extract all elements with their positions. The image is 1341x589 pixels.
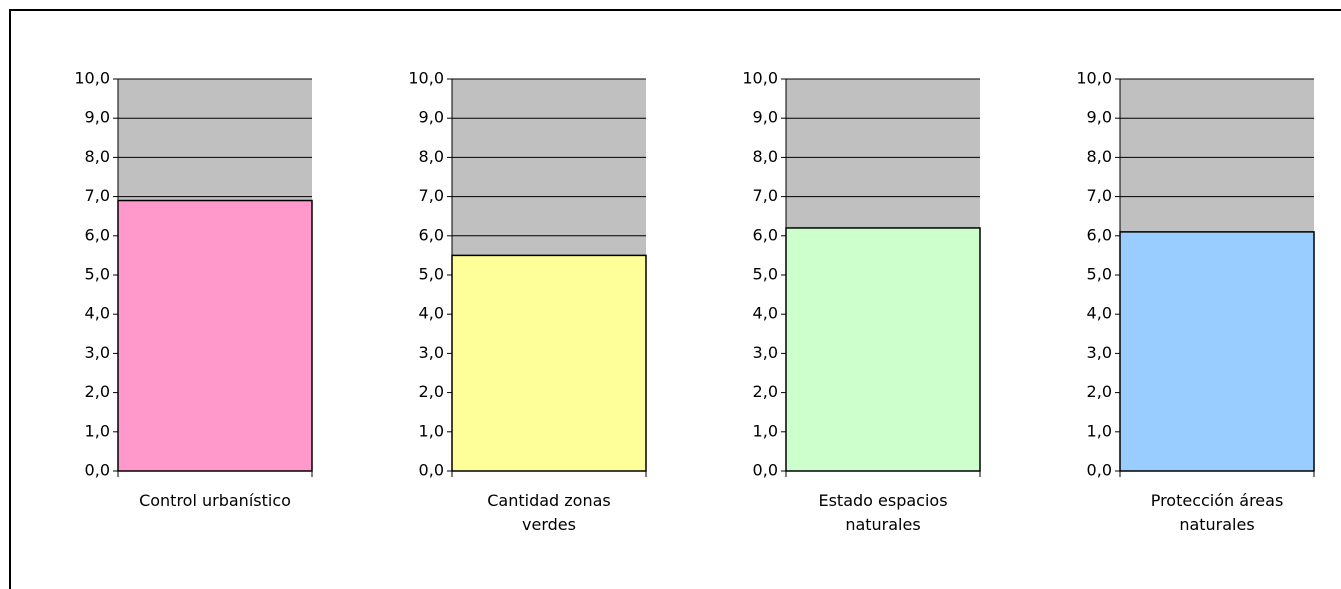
y-tick-label: 1,0 <box>753 421 778 440</box>
y-tick-label: 2,0 <box>419 382 444 401</box>
y-tick-label: 4,0 <box>753 304 778 323</box>
y-tick-label: 2,0 <box>85 382 110 401</box>
y-tick-label: 6,0 <box>753 225 778 244</box>
x-tick-label: Protección áreas naturales <box>1150 491 1284 534</box>
x-tick-label: Estado espacios naturales <box>818 491 948 534</box>
y-tick-label: 9,0 <box>85 108 110 127</box>
y-tick-label: 6,0 <box>85 225 110 244</box>
y-tick-label: 10,0 <box>1076 69 1112 88</box>
y-tick-label: 5,0 <box>753 265 778 284</box>
y-tick-label: 8,0 <box>419 147 444 166</box>
y-tick-label: 5,0 <box>1087 265 1112 284</box>
y-tick-label: 1,0 <box>1087 421 1112 440</box>
y-tick-label: 7,0 <box>419 186 444 205</box>
bar <box>1119 231 1315 472</box>
y-tick-label: 7,0 <box>85 186 110 205</box>
y-tick-label: 10,0 <box>74 69 110 88</box>
y-tick-label: 8,0 <box>85 147 110 166</box>
y-tick-label: 9,0 <box>1087 108 1112 127</box>
y-tick-label: 10,0 <box>742 69 778 88</box>
y-tick-label: 8,0 <box>1087 147 1112 166</box>
x-tick-label: Cantidad zonas verdes <box>487 491 611 534</box>
y-tick-label: 3,0 <box>419 343 444 362</box>
y-tick-label: 0,0 <box>753 461 778 480</box>
y-tick-label: 0,0 <box>419 461 444 480</box>
bar <box>451 254 647 472</box>
y-tick-label: 9,0 <box>419 108 444 127</box>
y-tick-label: 1,0 <box>419 421 444 440</box>
bar <box>117 199 313 472</box>
frame <box>9 9 1341 589</box>
y-tick-label: 7,0 <box>1087 186 1112 205</box>
y-tick-label: 7,0 <box>753 186 778 205</box>
y-tick-label: 0,0 <box>85 461 110 480</box>
y-tick-label: 3,0 <box>85 343 110 362</box>
y-tick-label: 1,0 <box>85 421 110 440</box>
y-tick-label: 0,0 <box>1087 461 1112 480</box>
y-tick-label: 4,0 <box>85 304 110 323</box>
y-tick-label: 3,0 <box>1087 343 1112 362</box>
y-tick-label: 8,0 <box>753 147 778 166</box>
y-tick-label: 9,0 <box>753 108 778 127</box>
x-tick-label: Control urbanístico <box>139 491 291 510</box>
y-tick-label: 4,0 <box>419 304 444 323</box>
y-tick-label: 5,0 <box>85 265 110 284</box>
y-tick-label: 3,0 <box>753 343 778 362</box>
y-tick-label: 2,0 <box>753 382 778 401</box>
y-tick-label: 6,0 <box>1087 225 1112 244</box>
y-tick-label: 10,0 <box>408 69 444 88</box>
y-tick-label: 2,0 <box>1087 382 1112 401</box>
y-tick-label: 4,0 <box>1087 304 1112 323</box>
y-tick-label: 5,0 <box>419 265 444 284</box>
bar <box>785 227 981 472</box>
y-tick-label: 6,0 <box>419 225 444 244</box>
